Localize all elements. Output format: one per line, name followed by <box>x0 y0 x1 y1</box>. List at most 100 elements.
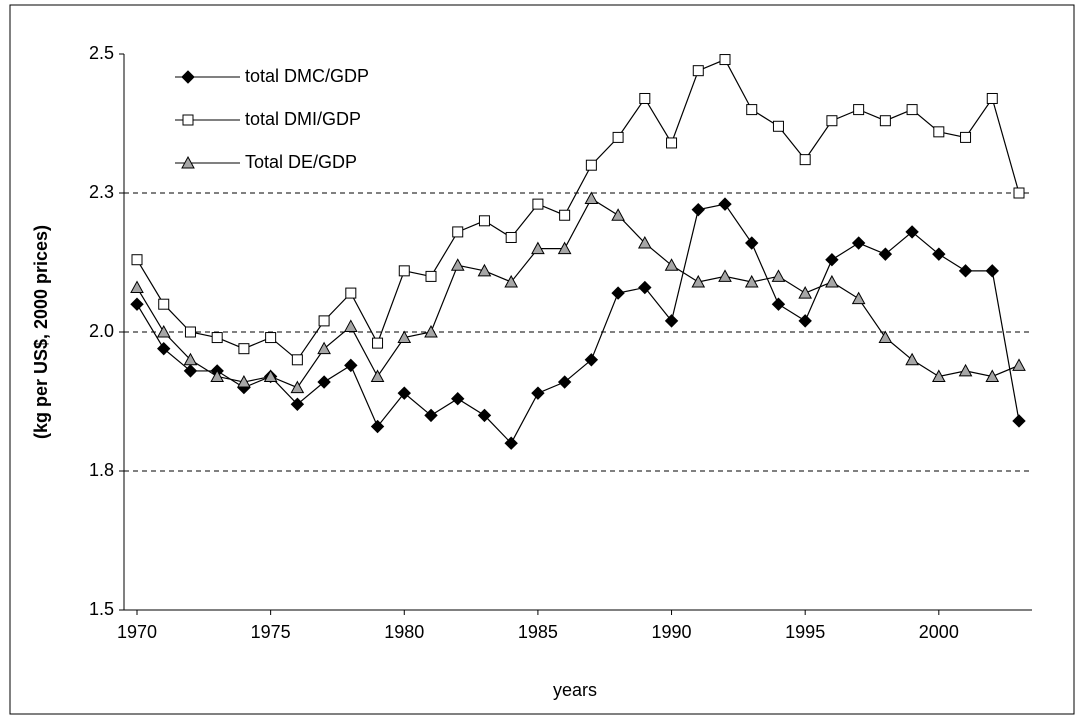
data-point <box>799 154 811 166</box>
data-point <box>879 115 891 127</box>
data-point <box>958 363 973 377</box>
data-point <box>744 274 759 288</box>
data-point <box>290 380 305 394</box>
data-point <box>906 104 918 116</box>
data-point <box>557 375 572 389</box>
x-tick-label: 1970 <box>117 622 157 642</box>
data-point <box>184 326 196 338</box>
data-point <box>183 352 198 366</box>
data-point <box>504 436 518 450</box>
data-point <box>825 274 839 288</box>
data-point <box>237 374 251 388</box>
data-point <box>370 369 385 382</box>
data-point <box>450 258 465 271</box>
data-point <box>372 337 384 349</box>
data-point <box>183 364 198 378</box>
data-point <box>772 120 784 132</box>
data-point <box>826 115 838 127</box>
data-point <box>691 202 705 217</box>
data-point <box>505 231 517 243</box>
y-tick-label: 2.0 <box>89 321 114 341</box>
x-tick-label: 1990 <box>652 622 692 642</box>
legend-label: total DMI/GDP <box>245 109 361 129</box>
data-point <box>771 269 786 282</box>
data-point <box>397 386 411 400</box>
data-point <box>825 253 839 267</box>
data-point <box>1013 187 1025 199</box>
y-tick-label: 2.5 <box>89 43 114 63</box>
legend-marker <box>181 70 195 84</box>
data-point <box>532 198 544 210</box>
x-tick-label: 1995 <box>785 622 825 642</box>
data-point <box>557 241 572 255</box>
data-point <box>156 324 171 338</box>
data-point <box>130 297 144 311</box>
data-point <box>584 353 599 367</box>
data-point <box>771 297 786 311</box>
data-point <box>664 314 679 328</box>
data-point <box>504 274 519 288</box>
data-point <box>985 369 1000 382</box>
y-tick-label: 2.3 <box>89 182 114 202</box>
x-axis-label: years <box>553 680 597 700</box>
data-point <box>559 209 571 221</box>
y-tick-label: 1.8 <box>89 460 114 480</box>
data-point <box>931 369 946 382</box>
data-point <box>905 352 919 366</box>
data-point <box>933 126 945 138</box>
data-point <box>664 258 679 271</box>
data-point <box>905 225 919 239</box>
data-point <box>1012 414 1026 428</box>
data-point <box>878 247 893 261</box>
data-point <box>131 254 143 266</box>
legend-label: total DMC/GDP <box>245 66 369 86</box>
x-tick-label: 1975 <box>251 622 291 642</box>
y-tick-label: 1.5 <box>89 599 114 619</box>
data-point <box>290 397 305 411</box>
data-point <box>745 236 759 250</box>
y-axis-label: (kg per US$, 2000 prices) <box>31 225 51 439</box>
series-line <box>136 197 1020 389</box>
legend-label: Total DE/GDP <box>245 152 357 172</box>
data-point <box>798 286 813 299</box>
data-point <box>397 330 412 344</box>
data-point <box>637 235 652 249</box>
data-point <box>318 315 330 327</box>
data-point <box>265 332 277 344</box>
data-point <box>584 191 599 205</box>
data-point <box>263 369 278 382</box>
data-point <box>238 343 250 355</box>
data-point <box>210 369 225 382</box>
data-point <box>317 341 331 355</box>
data-point <box>370 419 385 434</box>
data-point <box>585 159 597 171</box>
data-point <box>158 298 170 310</box>
data-point <box>691 274 706 288</box>
data-point <box>1012 358 1026 371</box>
data-point <box>344 358 358 373</box>
data-point <box>639 92 651 104</box>
data-point <box>211 332 223 344</box>
data-point <box>345 287 357 299</box>
x-tick-label: 1980 <box>384 622 424 642</box>
series-line <box>136 203 1020 445</box>
data-point <box>477 408 492 423</box>
x-tick-label: 2000 <box>919 622 959 642</box>
data-point <box>612 131 624 143</box>
data-point <box>666 137 678 149</box>
data-point <box>960 131 972 143</box>
data-point <box>986 92 998 104</box>
data-point <box>638 280 652 295</box>
data-point <box>958 264 973 278</box>
data-point <box>611 208 625 221</box>
data-point <box>424 324 438 338</box>
data-point <box>878 330 893 344</box>
data-point <box>478 215 490 227</box>
data-point <box>343 319 358 332</box>
data-point <box>851 291 866 305</box>
data-point <box>932 247 946 261</box>
data-point <box>424 408 438 423</box>
x-tick-label: 1985 <box>518 622 558 642</box>
data-point <box>611 286 625 300</box>
